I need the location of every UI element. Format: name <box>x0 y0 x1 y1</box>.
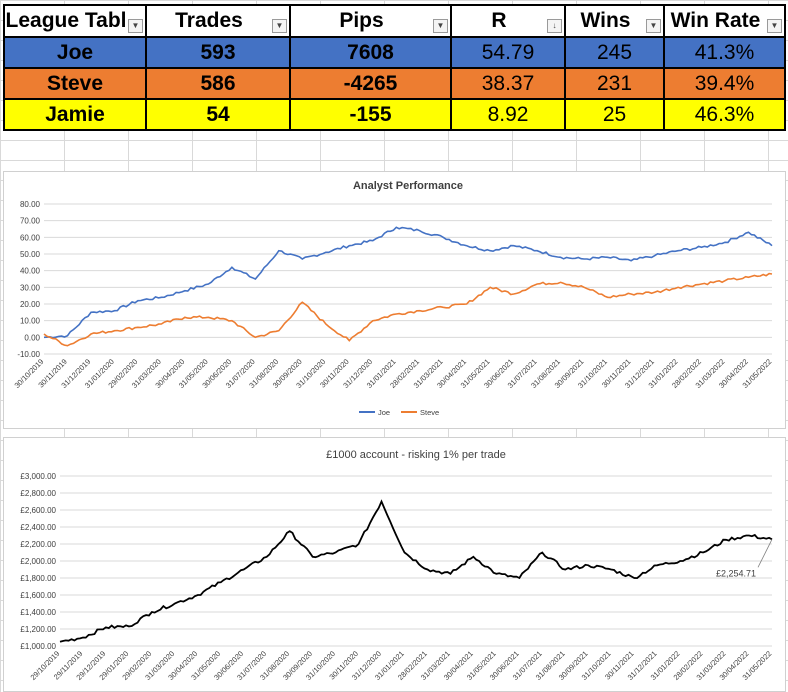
y-tick-label: £2,200.00 <box>20 540 56 549</box>
header-pips: Pips ▼ <box>289 4 452 38</box>
header-r: R ↓ <box>450 4 566 38</box>
cell-trades[interactable]: 54 <box>145 98 291 131</box>
header-win-rate: Win Rate ▼ <box>663 4 786 38</box>
y-tick-label: £1,200.00 <box>20 625 56 634</box>
header-label: Wins <box>580 9 631 32</box>
table-row: Jamie 54 -155 8.92 25 46.3% <box>3 98 786 131</box>
cell-r[interactable]: 54.79 <box>450 36 566 69</box>
series-line-account[interactable] <box>59 499 773 643</box>
dropdown-arrow-icon[interactable]: ▼ <box>272 19 287 33</box>
cell-wins[interactable]: 245 <box>564 36 665 69</box>
cell-r[interactable]: 38.37 <box>450 67 566 100</box>
table-row: Joe 593 7608 54.79 245 41.3% <box>3 36 786 69</box>
cell-name[interactable]: Steve <box>3 67 147 100</box>
account-balance-svg: £1000 account - risking 1% per trade £3,0… <box>20 449 773 682</box>
league-table: League Tabl ▼ Trades ▼ Pips ▼ R ↓ Wins ▼ Win … <box>3 4 786 131</box>
cell-wins[interactable]: 231 <box>564 67 665 100</box>
chart-title: £1000 account - risking 1% per trade <box>326 449 506 461</box>
legend-label-steve: Steve <box>420 408 439 417</box>
y-tick-label: 40.00 <box>20 267 41 276</box>
header-label: Win Rate <box>670 9 761 32</box>
header-label: League Tabl <box>5 9 127 32</box>
y-tick-label: £1,600.00 <box>20 591 56 600</box>
y-tick-label: 30.00 <box>20 283 41 292</box>
y-tick-label: 70.00 <box>20 217 41 226</box>
dropdown-arrow-icon[interactable]: ▼ <box>646 19 661 33</box>
header-label: R <box>491 9 507 32</box>
cell-wins[interactable]: 25 <box>564 98 665 131</box>
header-league-table: League Tabl ▼ <box>3 4 147 38</box>
y-tick-label: £2,000.00 <box>20 557 56 566</box>
dropdown-arrow-icon[interactable]: ▼ <box>433 19 448 33</box>
y-tick-label: -10.00 <box>17 350 40 359</box>
cell-win-rate[interactable]: 39.4% <box>663 67 786 100</box>
cell-win-rate[interactable]: 46.3% <box>663 98 786 131</box>
dropdown-arrow-icon[interactable]: ▼ <box>128 19 143 33</box>
cell-r[interactable]: 8.92 <box>450 98 566 131</box>
cell-pips[interactable]: 7608 <box>289 36 452 69</box>
dropdown-arrow-icon[interactable]: ▼ <box>767 19 782 33</box>
y-tick-label: £1,800.00 <box>20 574 56 583</box>
table-row: Steve 586 -4265 38.37 231 39.4% <box>3 67 786 100</box>
chart-title: Analyst Performance <box>353 180 463 192</box>
y-tick-label: £1,000.00 <box>20 642 56 651</box>
analyst-performance-chart[interactable]: Analyst Performance 80.00 70.00 60.00 50.00 4… <box>3 171 786 429</box>
y-tick-label: £2,600.00 <box>20 506 56 515</box>
header-wins: Wins ▼ <box>564 4 665 38</box>
y-tick-label: 10.00 <box>20 317 41 326</box>
cell-pips[interactable]: -4265 <box>289 67 452 100</box>
y-tick-label: 60.00 <box>20 233 41 242</box>
league-table-header: League Tabl ▼ Trades ▼ Pips ▼ R ↓ Wins ▼ Win … <box>3 4 786 38</box>
final-value-label: £2,254.71 <box>716 568 756 578</box>
y-tick-label: £1,400.00 <box>20 608 56 617</box>
header-trades: Trades ▼ <box>145 4 291 38</box>
y-tick-label: 0.00 <box>24 333 40 342</box>
cell-pips[interactable]: -155 <box>289 98 452 131</box>
cell-win-rate[interactable]: 41.3% <box>663 36 786 69</box>
cell-name[interactable]: Jamie <box>3 98 147 131</box>
y-tick-label: 50.00 <box>20 250 41 259</box>
y-tick-label: £2,400.00 <box>20 523 56 532</box>
sort-descending-icon[interactable]: ↓ <box>547 19 562 33</box>
legend-label-joe: Joe <box>378 408 390 417</box>
header-label: Pips <box>339 9 384 32</box>
y-tick-label: 20.00 <box>20 300 41 309</box>
cell-trades[interactable]: 586 <box>145 67 291 100</box>
series-line-joe[interactable] <box>43 226 773 339</box>
series-line-steve[interactable] <box>43 272 773 347</box>
cell-trades[interactable]: 593 <box>145 36 291 69</box>
annotation-leader-line <box>757 539 773 568</box>
analyst-performance-svg: Analyst Performance 80.00 70.00 60.00 50.00 4… <box>13 180 774 417</box>
header-label: Trades <box>175 9 243 32</box>
y-tick-label: 80.00 <box>20 200 41 209</box>
account-balance-chart[interactable]: £1000 account - risking 1% per trade £3,0… <box>3 437 786 692</box>
y-tick-label: £3,000.00 <box>20 472 56 481</box>
y-tick-label: £2,800.00 <box>20 489 56 498</box>
cell-name[interactable]: Joe <box>3 36 147 69</box>
